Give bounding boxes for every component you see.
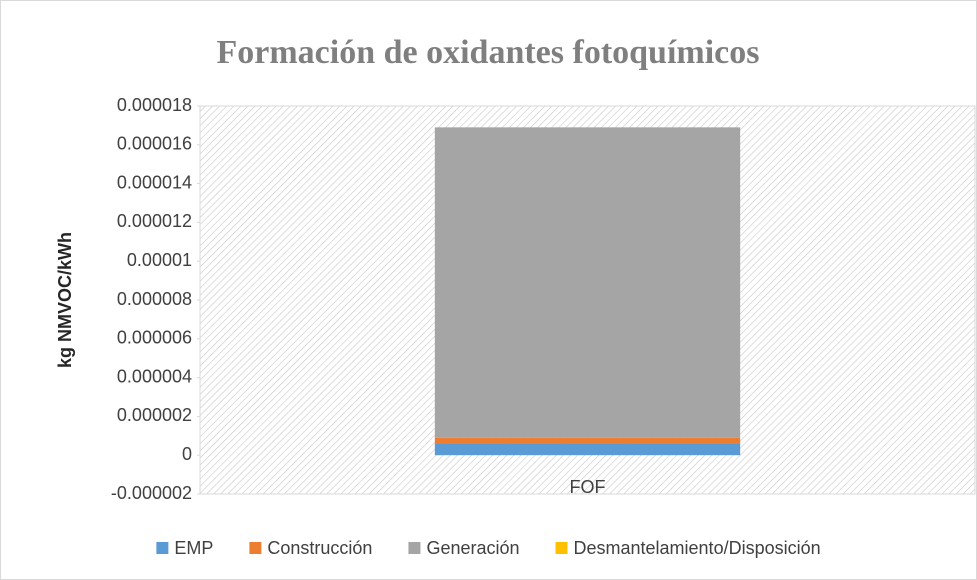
legend-label: EMP xyxy=(174,538,213,558)
legend-label: Desmantelamiento/Disposición xyxy=(574,538,821,558)
y-tick-label: 0.000012 xyxy=(117,211,192,231)
legend-swatch xyxy=(156,542,169,554)
bar-segment xyxy=(434,443,741,456)
legend-label: Generación xyxy=(426,538,519,558)
y-tick-label: 0.000004 xyxy=(117,366,192,386)
bar-segment xyxy=(434,437,741,444)
y-tick-label: 0.000008 xyxy=(117,289,192,309)
legend-label: Construcción xyxy=(267,538,372,558)
chart-title: Formación de oxidantes fotoquímicos xyxy=(216,34,759,71)
y-tick-label: 0.000018 xyxy=(117,95,192,115)
x-tick-label: FOF xyxy=(570,477,606,497)
y-tick-label: -0.000002 xyxy=(111,483,192,503)
legend-swatch xyxy=(408,542,421,554)
y-tick-label: 0 xyxy=(182,444,192,464)
y-tick-label: 0.00001 xyxy=(127,250,192,270)
legend-swatch xyxy=(555,542,568,554)
y-tick-label: 0.000016 xyxy=(117,134,192,154)
legend-swatch xyxy=(249,542,262,554)
bar-segment xyxy=(434,127,741,438)
y-tick-label: 0.000002 xyxy=(117,405,192,425)
y-axis-label: kg NMVOC/kWh xyxy=(55,232,75,368)
y-tick-label: 0.000014 xyxy=(117,172,192,192)
y-tick-label: 0.000006 xyxy=(117,328,192,348)
